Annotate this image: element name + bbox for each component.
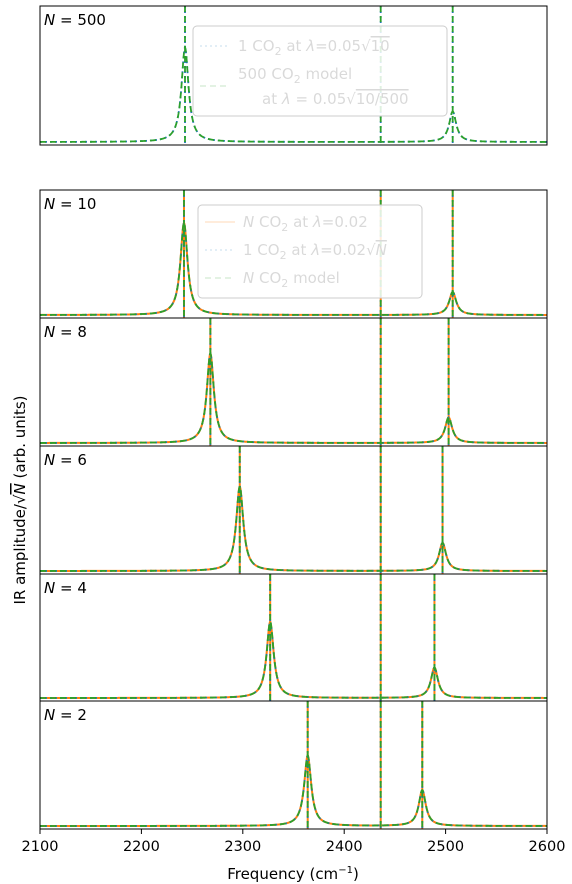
x-axis: 2100 2200 2300 2400 2500 2600 xyxy=(22,829,566,855)
spectrum-line xyxy=(40,351,547,444)
panel-label: N = 8 xyxy=(44,323,87,341)
panel-n-2: N = 2 xyxy=(39,700,548,830)
y-axis-label-post: (arb. units) xyxy=(11,395,29,483)
panel-label-N: N xyxy=(44,451,55,469)
legend-bottom-box xyxy=(197,204,423,299)
spectrum-line xyxy=(40,351,547,444)
panel-frame xyxy=(39,573,548,702)
panel-label: N = 6 xyxy=(44,451,87,469)
series-dotted xyxy=(40,574,547,701)
series-solid xyxy=(40,574,547,701)
series-solid xyxy=(40,446,547,574)
y-axis-label-sqrt-sign: √ xyxy=(11,494,29,504)
panel-n-6: N = 6 xyxy=(39,445,548,575)
panel-n-500: N = 500 xyxy=(39,5,548,146)
spectrum-line xyxy=(40,44,547,143)
x-tick-label: 2100 xyxy=(22,839,59,855)
y-axis-label: IR amplitude/√N (arb. units) xyxy=(11,395,29,604)
panel-plot-area xyxy=(40,446,547,574)
spectrum-line xyxy=(40,220,547,316)
panel-plot-area xyxy=(40,318,547,446)
spectrum-line xyxy=(40,485,547,572)
panel-label-N: N xyxy=(44,11,55,29)
x-tick-label: 2200 xyxy=(123,839,160,855)
x-axis-label-close: ) xyxy=(353,865,359,883)
spectrum-line xyxy=(40,351,547,444)
spectrum-line xyxy=(40,754,547,827)
spectrum-line xyxy=(40,620,547,699)
panel-label-value: = 500 xyxy=(55,11,106,29)
spectrum-line xyxy=(40,754,547,827)
spectrum-line xyxy=(40,620,547,699)
panel-plot-area xyxy=(40,701,547,829)
x-axis-label-sup: −1 xyxy=(338,865,353,876)
panel-label-value: = 8 xyxy=(55,323,87,341)
spectrum-line xyxy=(40,485,547,572)
panel-label: N = 2 xyxy=(44,706,87,724)
series-dashed xyxy=(40,701,547,829)
series-dotted xyxy=(40,318,547,446)
panel-plot-area xyxy=(40,574,547,701)
series-dotted xyxy=(40,446,547,574)
spectrum-line xyxy=(40,620,547,699)
x-tick-label: 2500 xyxy=(427,839,464,855)
series-dashed xyxy=(40,446,547,574)
x-axis-label: Frequency (cm−1) xyxy=(227,865,359,883)
x-tick-label: 2400 xyxy=(326,839,363,855)
panel-label-value: = 10 xyxy=(55,195,96,213)
series-dashed xyxy=(40,574,547,701)
panel-frame xyxy=(39,317,548,447)
x-tick-label: 2600 xyxy=(529,839,566,855)
panel-label: N = 4 xyxy=(44,579,87,597)
panel-label-N: N xyxy=(44,579,55,597)
panel-label-value: = 4 xyxy=(55,579,87,597)
panel-label-value: = 2 xyxy=(55,706,87,724)
panel-label: N = 500 xyxy=(44,11,106,29)
panel-frame xyxy=(39,5,548,146)
panel-n-8: N = 8 xyxy=(39,317,548,447)
x-axis-label-text: Frequency (cm xyxy=(227,865,338,883)
y-axis-label-pre: IR amplitude/ xyxy=(11,503,29,604)
y-axis-label-N: N xyxy=(11,483,29,494)
panel-label: N = 10 xyxy=(44,195,96,213)
panel-label-N: N xyxy=(44,323,55,341)
series-solid xyxy=(40,701,547,829)
panel-n-4: N = 4 xyxy=(39,573,548,702)
spectrum-line xyxy=(40,485,547,572)
panel-label-value: = 6 xyxy=(55,451,87,469)
series-dotted xyxy=(40,701,547,829)
panel-frame xyxy=(39,700,548,830)
series-dashed xyxy=(40,318,547,446)
spectrum-line xyxy=(40,754,547,827)
y-axis-label-text: IR amplitude/√N (arb. units) xyxy=(11,395,29,604)
x-tick-label: 2300 xyxy=(224,839,261,855)
series-solid xyxy=(40,318,547,446)
panel-label-N: N xyxy=(44,195,55,213)
panel-frame xyxy=(39,445,548,575)
legend-top-box xyxy=(192,25,448,117)
panel-label-N: N xyxy=(44,706,55,724)
